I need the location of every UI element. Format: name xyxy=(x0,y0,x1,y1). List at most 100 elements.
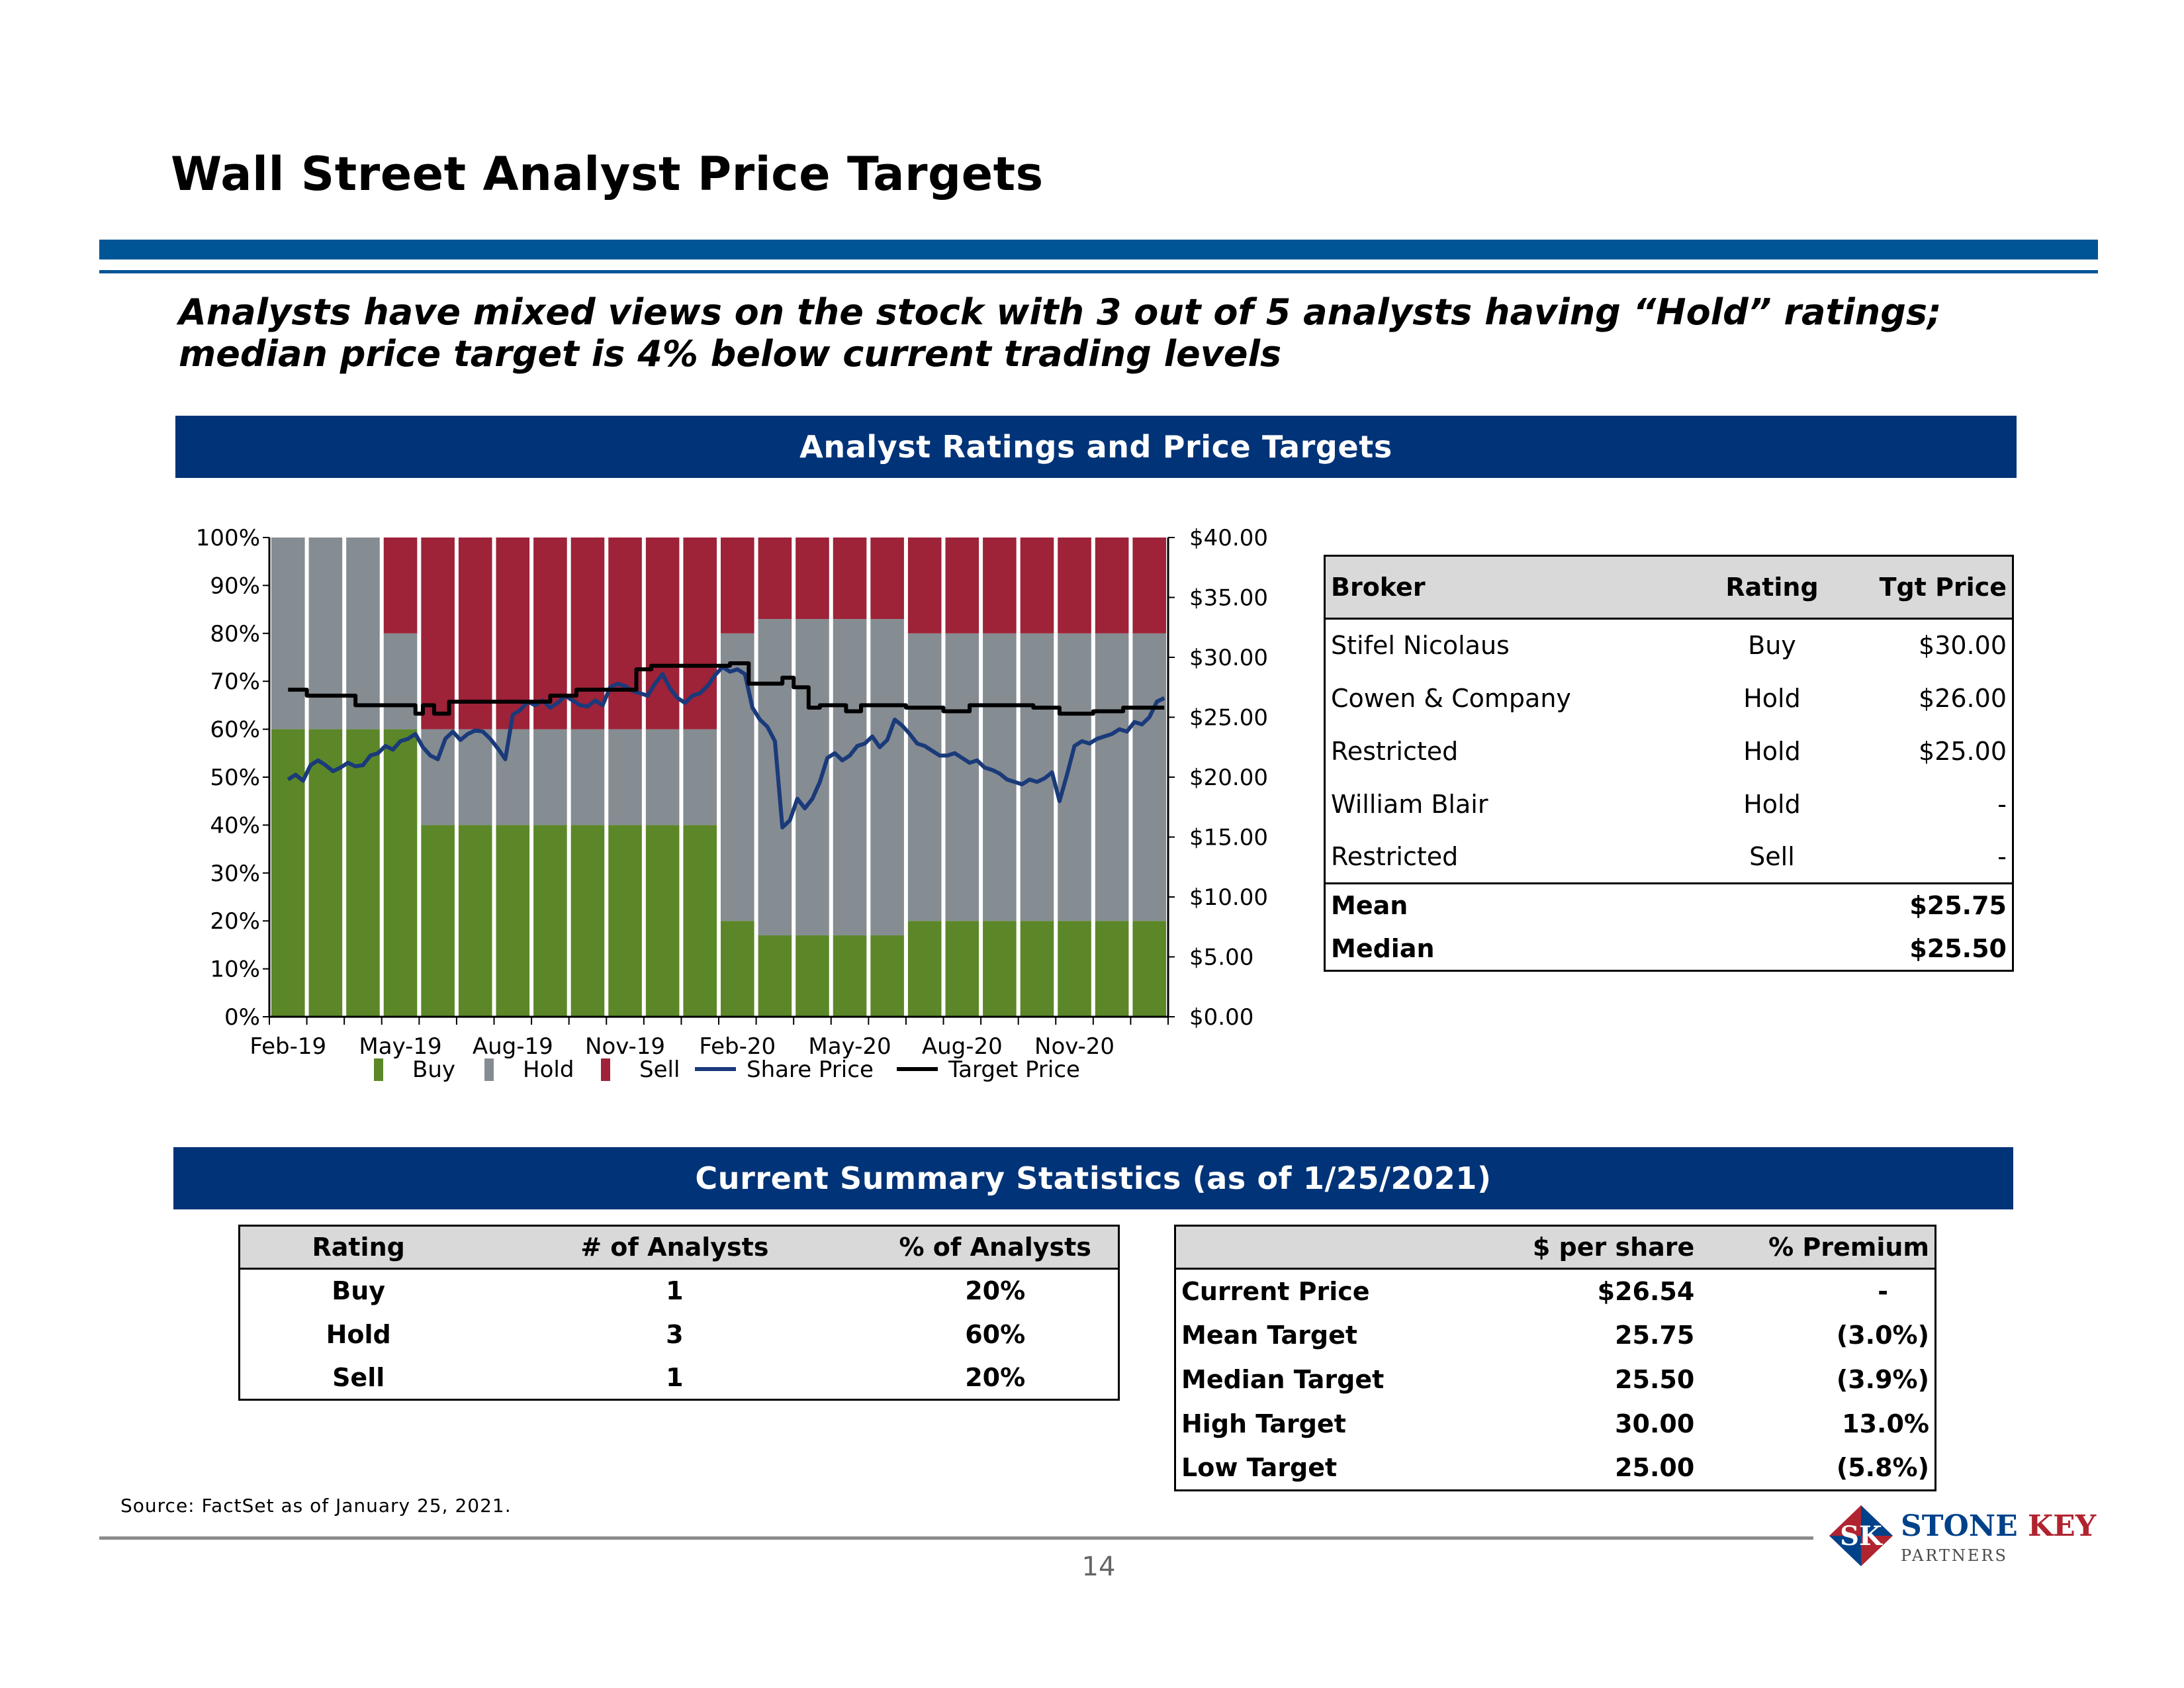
price-label: Mean Target xyxy=(1181,1321,1358,1350)
broker-rating: Buy xyxy=(1748,631,1796,661)
price-row: Median Target 25.50 (3.9%) xyxy=(1175,1358,1936,1402)
rating-label: Sell xyxy=(332,1362,385,1392)
bar-buy-jan-20 xyxy=(683,825,717,1017)
right-tick-label: $25.00 xyxy=(1189,705,1268,731)
rating-summary-table: Rating # of Analysts % of Analysts Buy 1… xyxy=(238,1225,1120,1401)
price-label: High Target xyxy=(1181,1409,1346,1438)
price-per-share: 25.00 xyxy=(1615,1453,1695,1483)
rating-pct: 20% xyxy=(965,1276,1026,1306)
bar-buy-apr-20 xyxy=(796,935,829,1017)
legend-hold-swatch xyxy=(484,1058,494,1081)
logo-wordmark: STONE KEY xyxy=(1901,1509,2096,1543)
bar-hold-aug-19 xyxy=(496,729,530,825)
header-pct: % of Analysts xyxy=(872,1225,1119,1270)
analyst-ratings-chart: 0% 10% 20% 30% 40% 50% 60% 70% 80% 90% 100% $0.00 $5… xyxy=(196,525,1268,1083)
legend-hold-label: Hold xyxy=(523,1056,574,1083)
broker-rating: Hold xyxy=(1743,683,1801,713)
bar-hold-may-19 xyxy=(383,633,418,729)
bar-sell-dec-20 xyxy=(1095,538,1129,633)
header-premium: % Premium xyxy=(1700,1225,1936,1270)
target-price-line xyxy=(288,661,1165,716)
source-note: Source: FactSet as of January 25, 2021. xyxy=(120,1495,512,1517)
rating-label: Buy xyxy=(332,1276,386,1306)
header-broker: Broker xyxy=(1324,555,1683,620)
bar-buy-mar-19 xyxy=(308,729,343,1017)
footer-rule xyxy=(99,1536,1813,1540)
bar-buy-apr-19 xyxy=(346,729,380,1017)
bar-buy-nov-20 xyxy=(1058,921,1091,1017)
stone-key-logo: SK STONE KEY PARTNERS xyxy=(1827,1503,2096,1569)
price-premium: - xyxy=(1878,1276,1888,1306)
title-rule-thin xyxy=(99,270,2098,273)
legend-buy-swatch xyxy=(374,1058,383,1081)
x-tick-label: Aug-19 xyxy=(473,1033,553,1060)
broker-table: Broker Rating Tgt Price Stifel Nicolaus … xyxy=(1324,555,2014,972)
legend-sell-swatch xyxy=(601,1058,610,1081)
logo-mark: SK xyxy=(1829,1505,1893,1566)
broker-row: Restricted Hold $25.00 xyxy=(1325,725,2013,778)
bar-hold-jul-19 xyxy=(458,729,492,825)
bar-sell-jul-20 xyxy=(907,538,942,633)
bar-buy-jun-19 xyxy=(421,825,455,1017)
bar-sell-may-20 xyxy=(833,538,867,620)
rating-count: 3 xyxy=(666,1319,684,1349)
subtitle-line-2: median price target is 4% below current … xyxy=(179,333,1282,375)
price-per-share: $26.54 xyxy=(1597,1276,1695,1306)
price-table-header: $ per share % Premium xyxy=(1175,1225,1936,1270)
bar-sell-may-19 xyxy=(383,538,418,633)
price-per-share: 30.00 xyxy=(1615,1409,1695,1438)
price-per-share: 25.75 xyxy=(1615,1321,1695,1350)
right-tick-label: $35.00 xyxy=(1189,585,1268,612)
header-rating: Rating xyxy=(1682,555,1862,620)
x-tick-label: Nov-19 xyxy=(585,1033,665,1060)
page-subtitle: Analysts have mixed views on the stock w… xyxy=(179,291,2098,375)
bar-sell-feb-20 xyxy=(721,538,754,633)
bar-buy-aug-19 xyxy=(496,825,530,1017)
right-tick-label: $10.00 xyxy=(1189,884,1268,911)
broker-target: $26.00 xyxy=(1919,683,2007,713)
rating-row: Sell 1 20% xyxy=(240,1356,1119,1400)
rating-count: 1 xyxy=(666,1362,684,1392)
price-premium: 13.0% xyxy=(1842,1409,1929,1438)
share-price-line xyxy=(287,665,1165,829)
bar-buy-may-19 xyxy=(383,729,418,1017)
bar-buy-mar-20 xyxy=(758,935,792,1017)
left-tick-label: 50% xyxy=(210,765,260,791)
broker-target: - xyxy=(1997,841,2007,871)
bar-sell-apr-20 xyxy=(796,538,829,620)
bar-sell-jul-19 xyxy=(458,538,492,729)
bar-buy-dec-19 xyxy=(645,825,680,1017)
right-tick-label: $30.00 xyxy=(1189,645,1268,671)
price-row: Mean Target 25.75 (3.0%) xyxy=(1175,1313,1936,1358)
logo-monogram: SK xyxy=(1840,1521,1883,1552)
bar-hold-jan-20 xyxy=(683,729,717,825)
header-label xyxy=(1175,1225,1465,1270)
broker-row: Stifel Nicolaus Buy $30.00 xyxy=(1325,619,2013,672)
bar-hold-sep-19 xyxy=(533,729,567,825)
broker-rating: Sell xyxy=(1749,841,1795,871)
legend-sell-label: Sell xyxy=(639,1056,680,1083)
bar-sell-jan-21 xyxy=(1132,538,1166,633)
bar-buy-jul-20 xyxy=(907,921,942,1017)
bar-buy-oct-20 xyxy=(1020,921,1054,1017)
broker-median-row: Median $25.50 xyxy=(1325,927,2013,971)
bar-hold-jun-20 xyxy=(870,619,904,935)
price-premium: (3.9%) xyxy=(1836,1365,1929,1394)
bar-buy-sep-19 xyxy=(533,825,567,1017)
bar-buy-nov-19 xyxy=(608,825,642,1017)
broker-target: $25.00 xyxy=(1919,736,2007,766)
left-tick-label: 70% xyxy=(210,669,260,695)
bar-sell-dec-19 xyxy=(645,538,680,729)
bar-sell-nov-19 xyxy=(608,538,642,729)
page-number: 14 xyxy=(1081,1552,1116,1582)
bar-hold-mar-20 xyxy=(758,619,792,935)
rating-pct: 60% xyxy=(965,1319,1026,1349)
bar-hold-sep-20 xyxy=(983,633,1017,921)
x-tick-label: Nov-20 xyxy=(1034,1033,1115,1060)
bar-buy-feb-19 xyxy=(271,729,305,1017)
broker-table-header: Broker Rating Tgt Price xyxy=(1324,555,2013,620)
bar-buy-may-20 xyxy=(833,935,867,1017)
bar-sell-mar-20 xyxy=(758,538,792,620)
title-rule-thick xyxy=(99,240,2098,259)
bar-buy-sep-20 xyxy=(983,921,1017,1017)
